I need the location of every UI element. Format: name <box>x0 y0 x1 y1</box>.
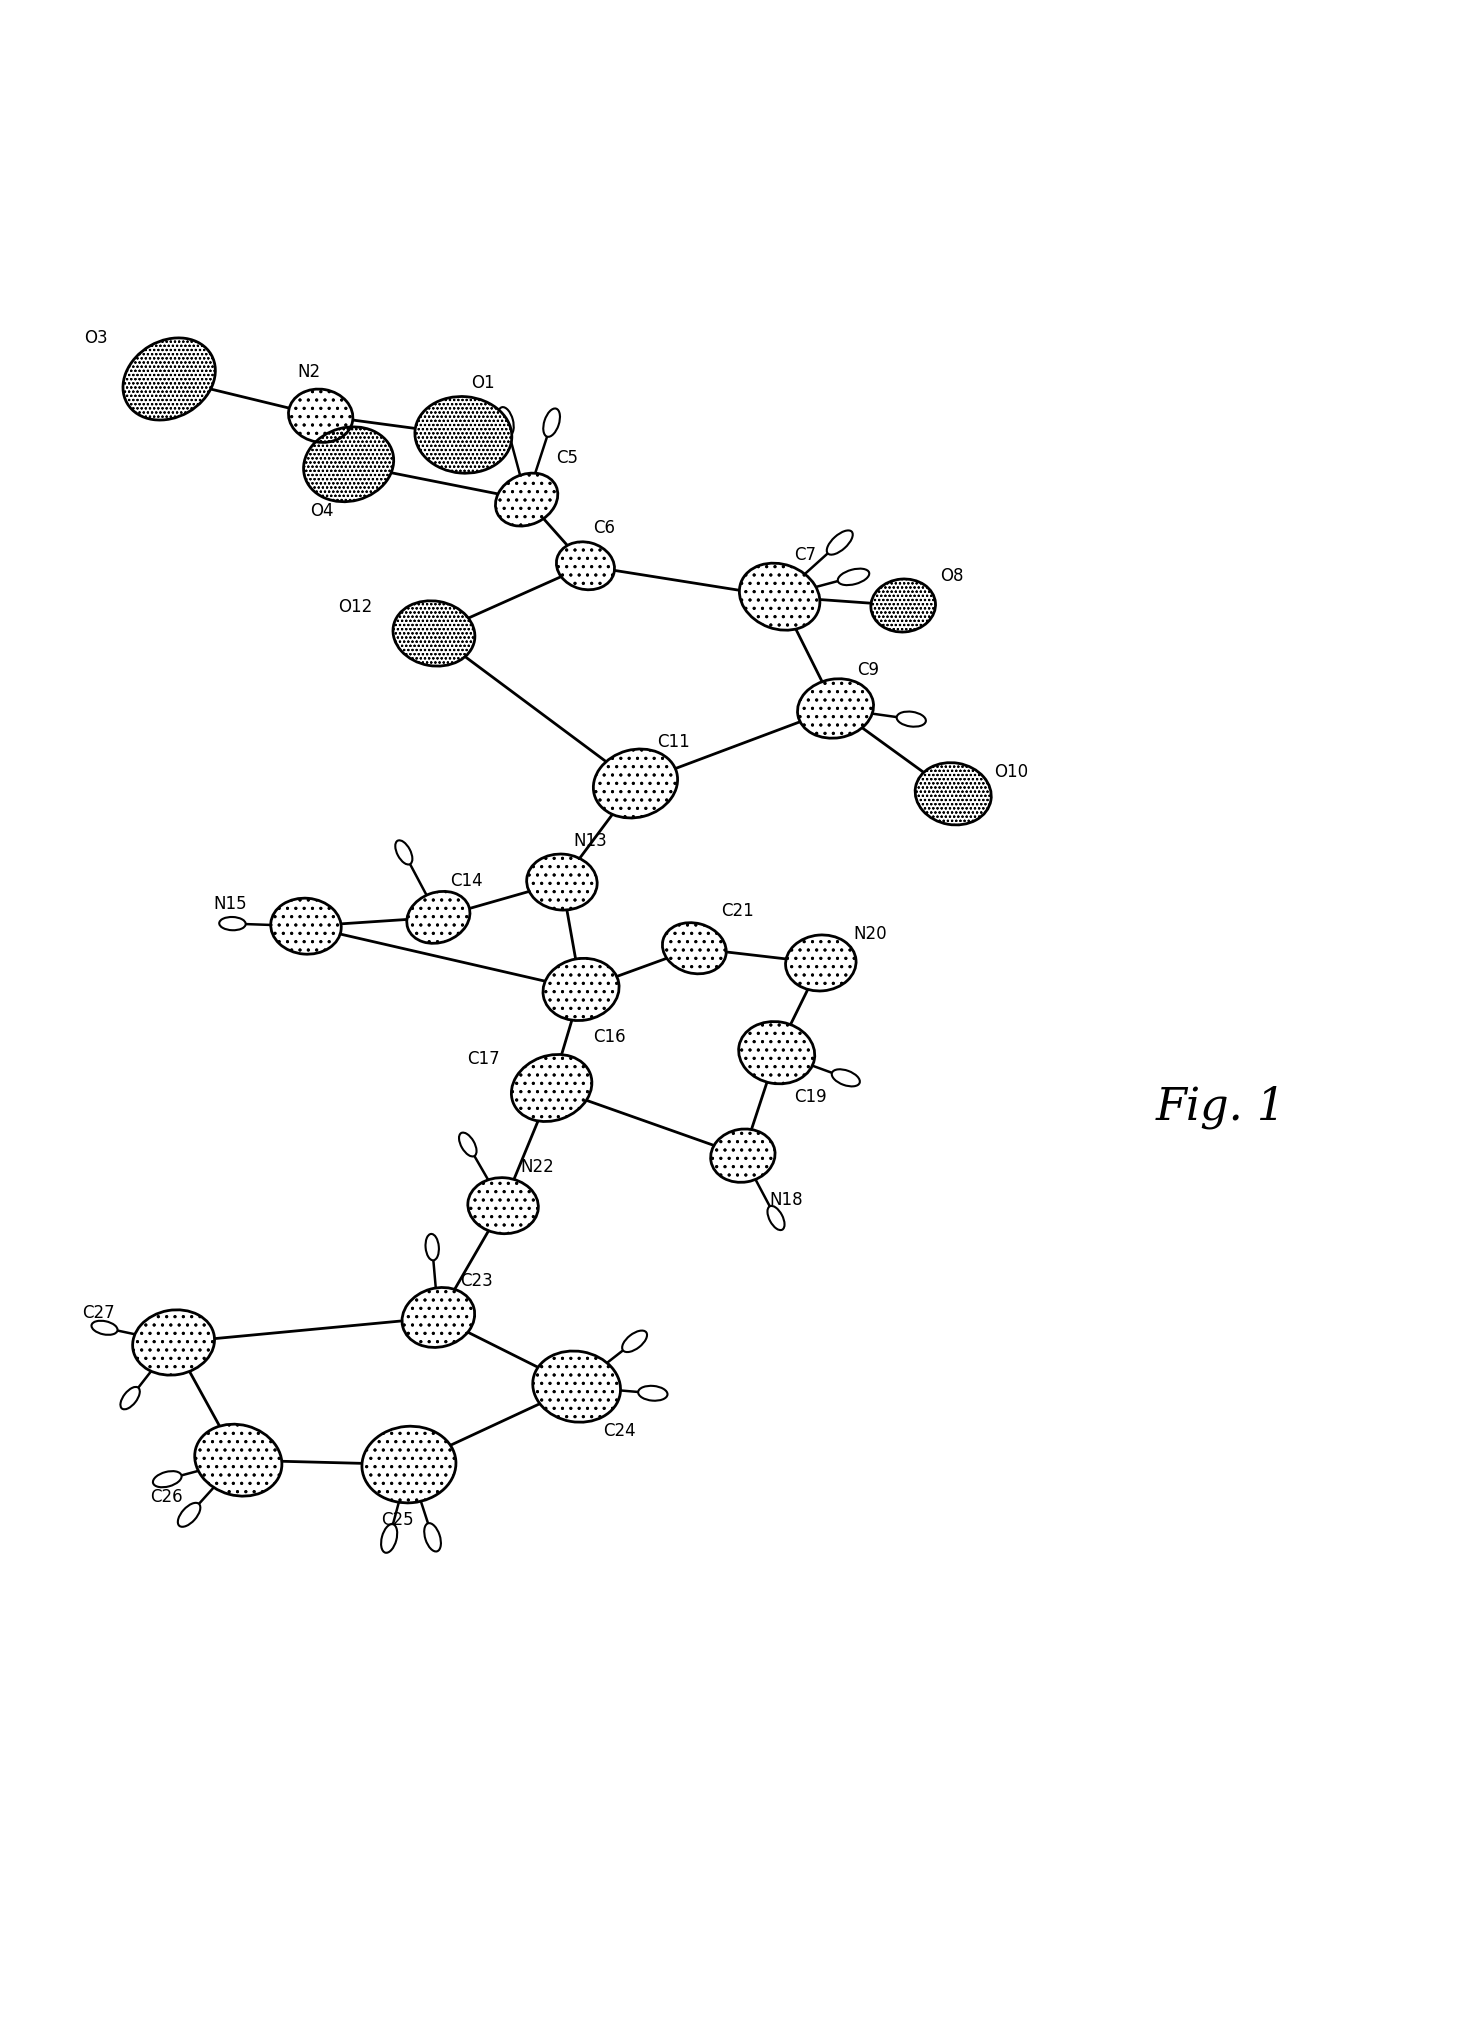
Ellipse shape <box>362 1426 456 1503</box>
Ellipse shape <box>797 680 874 738</box>
Text: N22: N22 <box>521 1159 555 1177</box>
Text: N20: N20 <box>853 925 887 943</box>
Ellipse shape <box>543 959 619 1020</box>
Ellipse shape <box>219 916 246 931</box>
Ellipse shape <box>121 1388 140 1410</box>
Ellipse shape <box>838 568 869 585</box>
Ellipse shape <box>543 409 560 437</box>
Text: C7: C7 <box>794 546 816 564</box>
Ellipse shape <box>897 712 925 726</box>
Ellipse shape <box>396 840 412 864</box>
Ellipse shape <box>871 579 936 631</box>
Ellipse shape <box>91 1321 118 1335</box>
Text: O4: O4 <box>310 502 334 520</box>
Text: C21: C21 <box>721 902 753 920</box>
Text: O3: O3 <box>84 330 107 346</box>
Text: N13: N13 <box>574 831 608 850</box>
Text: N18: N18 <box>769 1192 803 1210</box>
Ellipse shape <box>497 407 513 435</box>
Ellipse shape <box>424 1523 441 1552</box>
Ellipse shape <box>738 1022 815 1084</box>
Ellipse shape <box>496 473 558 526</box>
Text: C27: C27 <box>82 1305 115 1323</box>
Ellipse shape <box>178 1503 200 1527</box>
Text: C19: C19 <box>794 1088 827 1107</box>
Ellipse shape <box>402 1287 475 1347</box>
Text: N2: N2 <box>297 362 321 380</box>
Ellipse shape <box>271 898 341 955</box>
Text: O10: O10 <box>994 763 1028 781</box>
Ellipse shape <box>132 1309 215 1376</box>
Ellipse shape <box>303 427 394 502</box>
Ellipse shape <box>527 854 597 910</box>
Ellipse shape <box>533 1351 621 1422</box>
Text: N15: N15 <box>213 894 247 912</box>
Ellipse shape <box>393 601 475 666</box>
Ellipse shape <box>768 1206 784 1230</box>
Text: C16: C16 <box>593 1028 625 1046</box>
Text: C11: C11 <box>658 732 690 751</box>
Ellipse shape <box>662 922 727 973</box>
Text: C6: C6 <box>593 518 615 536</box>
Ellipse shape <box>827 530 853 554</box>
Text: O12: O12 <box>338 599 372 615</box>
Text: Fig. 1: Fig. 1 <box>1156 1086 1286 1129</box>
Ellipse shape <box>124 338 215 421</box>
Text: C9: C9 <box>858 662 880 680</box>
Ellipse shape <box>740 562 819 631</box>
Text: O8: O8 <box>940 566 964 585</box>
Text: C17: C17 <box>468 1050 500 1068</box>
Text: O1: O1 <box>471 374 494 392</box>
Ellipse shape <box>622 1331 647 1351</box>
Text: C14: C14 <box>450 872 482 890</box>
Ellipse shape <box>407 892 469 943</box>
Ellipse shape <box>381 1523 397 1554</box>
Ellipse shape <box>512 1054 591 1121</box>
Text: C23: C23 <box>460 1272 493 1291</box>
Ellipse shape <box>915 763 991 825</box>
Text: C26: C26 <box>150 1489 182 1505</box>
Ellipse shape <box>831 1070 861 1086</box>
Ellipse shape <box>593 749 678 817</box>
Ellipse shape <box>459 1133 477 1157</box>
Ellipse shape <box>153 1471 181 1487</box>
Text: C25: C25 <box>381 1511 413 1529</box>
Ellipse shape <box>786 935 856 991</box>
Ellipse shape <box>556 542 615 591</box>
Ellipse shape <box>415 397 512 473</box>
Ellipse shape <box>468 1177 538 1234</box>
Text: C5: C5 <box>556 449 578 467</box>
Ellipse shape <box>425 1234 438 1260</box>
Ellipse shape <box>638 1386 668 1400</box>
Ellipse shape <box>194 1424 282 1497</box>
Ellipse shape <box>710 1129 775 1181</box>
Text: C24: C24 <box>603 1422 635 1440</box>
Ellipse shape <box>288 388 353 443</box>
